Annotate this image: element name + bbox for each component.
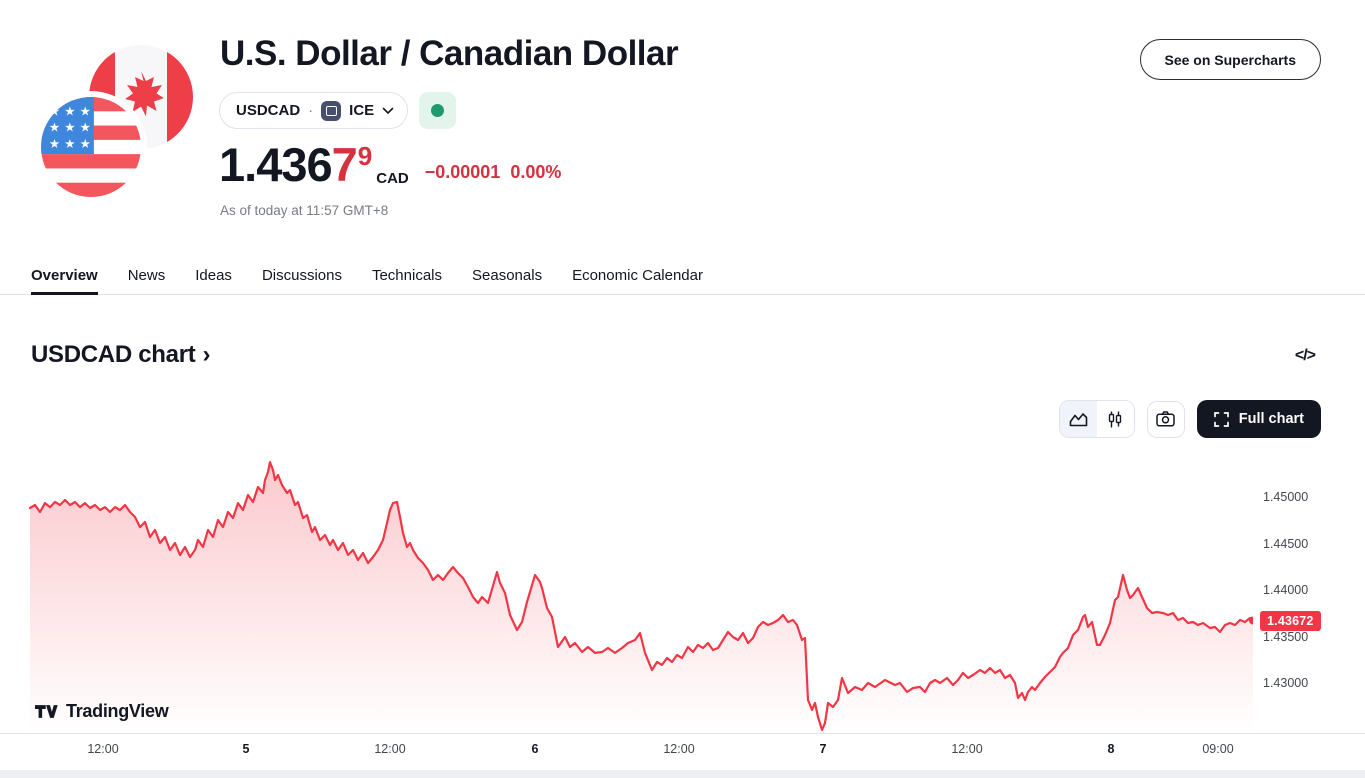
y-axis-label: 1.44000 — [1263, 583, 1309, 597]
time-scale[interactable]: 12:00 5 12:00 6 12:00 7 12:00 8 09:00 — [0, 733, 1365, 768]
tab-ideas[interactable]: Ideas — [195, 266, 232, 284]
chevron-right-icon: › — [202, 341, 211, 369]
y-axis-label: 1.43500 — [1263, 629, 1309, 644]
price-currency: CAD — [376, 170, 409, 187]
embed-code-icon[interactable]: </> — [1294, 347, 1316, 364]
exchange-label: ICE — [349, 102, 375, 119]
candles-chart-style-button[interactable] — [1096, 401, 1134, 437]
x-axis-label: 12:00 — [374, 742, 406, 756]
price-line — [28, 461, 1253, 731]
chevron-down-icon — [382, 107, 394, 114]
svg-text:★: ★ — [80, 103, 91, 118]
price-block: 1.4367 9 CAD −0.00001 0.00% — [219, 141, 561, 188]
x-axis-label: 6 — [531, 742, 539, 756]
us-flag-icon: ★ ★ ★ ★ ★ ★ ★ ★ ★ — [41, 97, 141, 197]
area-chart-icon — [1069, 412, 1088, 426]
svg-text:★: ★ — [80, 136, 91, 151]
last-price-dot — [1249, 616, 1253, 625]
tab-economic-calendar[interactable]: Economic Calendar — [572, 266, 703, 284]
y-axis-label: 1.45000 — [1263, 490, 1309, 504]
area-fill — [30, 462, 1253, 733]
last-price-sup-digit: 9 — [357, 141, 373, 171]
as-of-timestamp: As of today at 11:57 GMT+8 — [220, 203, 389, 218]
chart-section-heading[interactable]: USDCAD chart › — [31, 341, 210, 369]
snapshot-camera-button[interactable] — [1146, 400, 1185, 438]
x-axis-label: 12:00 — [87, 742, 119, 756]
svg-text:★: ★ — [49, 120, 60, 135]
svg-text:★: ★ — [80, 120, 91, 135]
y-axis-label: 1.44500 — [1263, 536, 1309, 551]
last-price-badge: 1.43672 — [1260, 610, 1321, 631]
ice-exchange-icon — [321, 100, 342, 121]
tradingview-watermark[interactable]: TradingView — [35, 701, 169, 722]
svg-text:★: ★ — [49, 136, 60, 151]
page-title: U.S. Dollar / Canadian Dollar — [220, 34, 679, 73]
tab-news[interactable]: News — [127, 266, 166, 284]
x-axis-label: 12:00 — [951, 742, 983, 756]
camera-icon — [1156, 411, 1175, 427]
instrument-logo: ★ ★ ★ ★ ★ ★ ★ ★ ★ — [35, 45, 193, 207]
x-axis-label: 7 — [819, 742, 827, 756]
section-divider — [0, 770, 1365, 778]
x-axis-label: 12:00 — [663, 742, 695, 756]
tab-bar: Overview News Ideas Discussions Technicals Se… — [0, 256, 1365, 295]
full-chart-button[interactable]: Full chart — [1196, 400, 1321, 438]
svg-text:★: ★ — [49, 103, 60, 118]
tab-discussions[interactable]: Discussions — [261, 266, 342, 284]
symbol-row: USDCAD · ICE — [219, 92, 457, 129]
tradingview-logo-icon — [35, 705, 58, 718]
price-chart[interactable] — [0, 443, 1253, 733]
svg-text:★: ★ — [64, 103, 75, 118]
last-price: 1.4367 — [219, 138, 358, 191]
last-price-tick-digit: 7 — [331, 138, 358, 191]
tab-seasonals[interactable]: Seasonals — [472, 266, 543, 284]
chart-toolbar: Full chart — [1058, 400, 1321, 438]
candles-chart-icon — [1109, 411, 1122, 427]
price-change-value: −0.00001 — [424, 162, 501, 182]
x-axis-label: 5 — [242, 742, 250, 756]
x-axis-label: 09:00 — [1202, 742, 1234, 756]
svg-text:★: ★ — [64, 120, 75, 135]
svg-text:★: ★ — [64, 136, 75, 151]
chart-style-segmented-control — [1058, 400, 1135, 438]
fullscreen-icon — [1213, 411, 1229, 427]
chart-section-title: USDCAD chart — [31, 341, 196, 368]
market-status-indicator[interactable] — [419, 92, 457, 129]
full-chart-label: Full chart — [1238, 411, 1304, 427]
market-open-dot-icon — [431, 104, 445, 117]
see-on-supercharts-button[interactable]: See on Supercharts — [1139, 39, 1321, 80]
area-chart-style-button[interactable] — [1059, 401, 1097, 437]
symbol-ticker: USDCAD — [236, 102, 301, 119]
price-scale[interactable]: 1.45000 1.44500 1.44000 1.43500 1.43000 1.436… — [1253, 443, 1365, 733]
price-change: −0.00001 0.00% — [425, 163, 562, 188]
x-axis-label: 8 — [1107, 742, 1115, 756]
tradingview-logo-text: TradingView — [66, 701, 169, 721]
us-flag-ring: ★ ★ ★ ★ ★ ★ ★ ★ ★ — [35, 91, 147, 203]
price-change-percent: 0.00% — [510, 162, 562, 182]
symbol-switcher-button[interactable]: USDCAD · ICE — [219, 92, 409, 129]
tab-technicals[interactable]: Technicals — [371, 266, 443, 284]
symbol-separator: · — [308, 102, 314, 119]
tab-overview[interactable]: Overview — [31, 256, 98, 295]
y-axis-label: 1.43000 — [1263, 676, 1309, 690]
